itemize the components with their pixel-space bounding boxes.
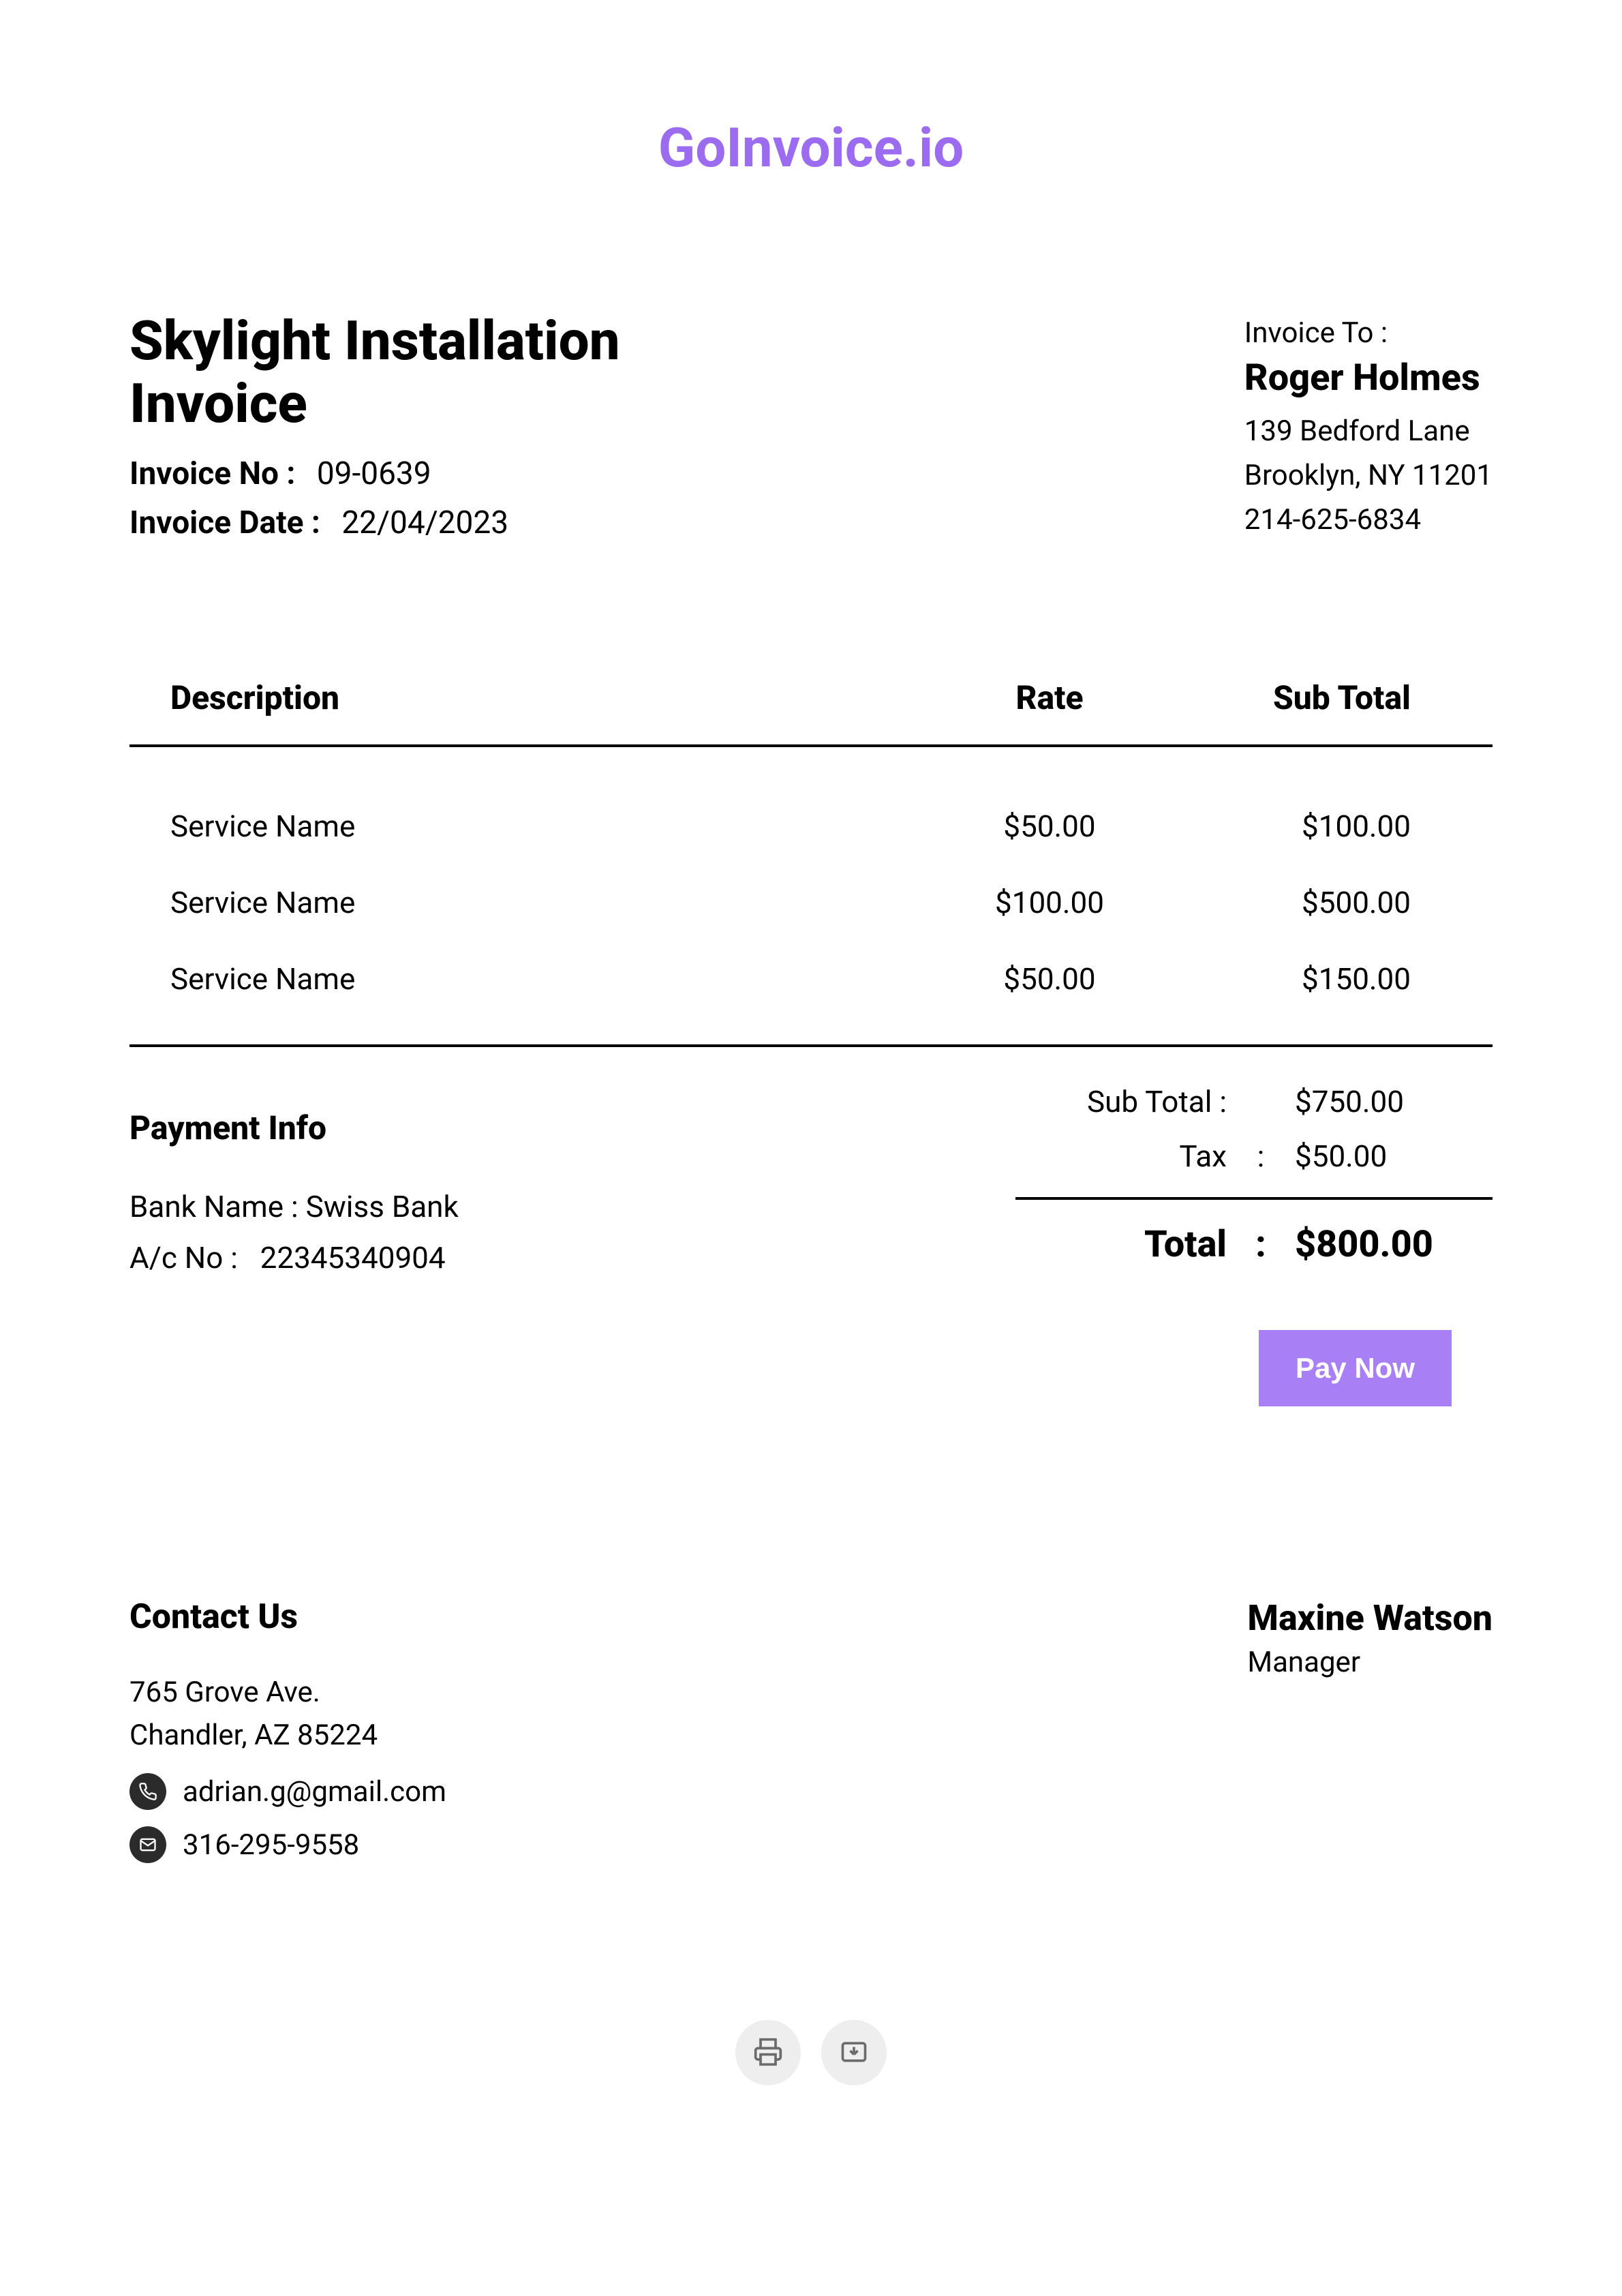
cell-description: Service Name [170, 809, 934, 844]
table-row: Service Name $50.00 $100.00 [129, 788, 1493, 864]
brand-title: GoInvoice.io [129, 116, 1493, 180]
invoice-to-label: Invoice To : [1244, 316, 1493, 350]
cell-description: Service Name [170, 961, 934, 997]
invoice-date-label: Invoice Date : [129, 504, 320, 541]
payment-info-title: Payment Info [129, 1108, 459, 1147]
client-phone: 214-625-6834 [1244, 498, 1493, 542]
signature-role: Manager [1247, 1646, 1493, 1679]
table-body: Service Name $50.00 $100.00 Service Name… [129, 747, 1493, 1047]
signature-name: Maxine Watson [1247, 1597, 1493, 1639]
table-header-row: Description Rate Sub Total [129, 678, 1493, 747]
printer-icon [753, 2037, 783, 2069]
contact-title: Contact Us [129, 1597, 446, 1637]
header-section: Skylight Installation Invoice Invoice No… [129, 309, 1493, 542]
invoice-number-value: 09-0639 [317, 455, 431, 492]
line-items-table: Description Rate Sub Total Service Name … [129, 678, 1493, 1047]
total-value: $800.00 [1274, 1223, 1452, 1266]
contact-block: Contact Us 765 Grove Ave. Chandler, AZ 8… [129, 1597, 446, 1863]
contact-phone-row: 316-295-9558 [129, 1826, 446, 1863]
action-bar [129, 2020, 1493, 2085]
invoice-to-block: Invoice To : Roger Holmes 139 Bedford La… [1244, 309, 1493, 542]
bank-name-value: Swiss Bank [306, 1189, 459, 1224]
bank-name-row: Bank Name : Swiss Bank [129, 1181, 459, 1233]
tax-row: Tax : $50.00 [1015, 1129, 1493, 1183]
mail-icon [129, 1826, 166, 1863]
total-label: Total [1015, 1223, 1247, 1266]
total-row: Total : $800.00 [1015, 1213, 1493, 1275]
invoice-meta: Skylight Installation Invoice Invoice No… [129, 309, 811, 541]
signature-block: Maxine Watson Manager [1247, 1597, 1493, 1679]
account-number-label: A/c No : [129, 1240, 238, 1275]
col-header-subtotal: Sub Total [1165, 678, 1452, 717]
contact-email: adrian.g@gmail.com [183, 1775, 446, 1809]
col-header-rate: Rate [934, 678, 1165, 717]
totals-block: Sub Total : $750.00 Tax : $50.00 Total :… [1015, 1074, 1493, 1406]
table-row: Service Name $100.00 $500.00 [129, 864, 1493, 941]
subtotal-row: Sub Total : $750.00 [1015, 1074, 1493, 1129]
payment-info-block: Payment Info Bank Name : Swiss Bank A/c … [129, 1074, 459, 1284]
phone-icon [129, 1773, 166, 1810]
cell-rate: $50.00 [934, 961, 1165, 997]
invoice-number-label: Invoice No : [129, 455, 295, 492]
pay-now-button[interactable]: Pay Now [1259, 1330, 1452, 1406]
totals-divider [1015, 1197, 1493, 1200]
contact-email-row: adrian.g@gmail.com [129, 1773, 446, 1810]
contact-phone: 316-295-9558 [183, 1828, 359, 1862]
download-button[interactable] [821, 2020, 887, 2085]
client-address-line1: 139 Bedford Lane [1244, 409, 1493, 453]
invoice-date-row: Invoice Date : 22/04/2023 [129, 504, 811, 541]
cell-subtotal: $500.00 [1165, 885, 1452, 920]
footer-section: Contact Us 765 Grove Ave. Chandler, AZ 8… [129, 1597, 1493, 1863]
contact-address-line1: 765 Grove Ave. [129, 1671, 446, 1714]
cell-subtotal: $150.00 [1165, 961, 1452, 997]
tax-value: $50.00 [1274, 1138, 1452, 1174]
invoice-title: Skylight Installation Invoice [129, 309, 811, 435]
bank-name-label: Bank Name : [129, 1189, 299, 1224]
summary-section: Payment Info Bank Name : Swiss Bank A/c … [129, 1074, 1493, 1406]
contact-address-line2: Chandler, AZ 85224 [129, 1714, 446, 1757]
subtotal-label: Sub Total : [1015, 1084, 1247, 1119]
invoice-page: GoInvoice.io Skylight Installation Invoi… [0, 0, 1622, 2085]
client-address-line2: Brooklyn, NY 11201 [1244, 453, 1493, 498]
table-row: Service Name $50.00 $150.00 [129, 941, 1493, 1017]
col-header-description: Description [170, 678, 934, 717]
account-number-value: 22345340904 [260, 1240, 446, 1275]
tax-label: Tax [1015, 1138, 1247, 1174]
print-button[interactable] [735, 2020, 801, 2085]
download-icon [839, 2037, 869, 2069]
account-number-row: A/c No : 22345340904 [129, 1233, 459, 1284]
cell-rate: $100.00 [934, 885, 1165, 920]
client-name: Roger Holmes [1244, 357, 1493, 399]
subtotal-value: $750.00 [1274, 1084, 1452, 1119]
cell-subtotal: $100.00 [1165, 809, 1452, 844]
cell-description: Service Name [170, 885, 934, 920]
invoice-date-value: 22/04/2023 [341, 504, 508, 541]
cell-rate: $50.00 [934, 809, 1165, 844]
invoice-number-row: Invoice No : 09-0639 [129, 455, 811, 492]
